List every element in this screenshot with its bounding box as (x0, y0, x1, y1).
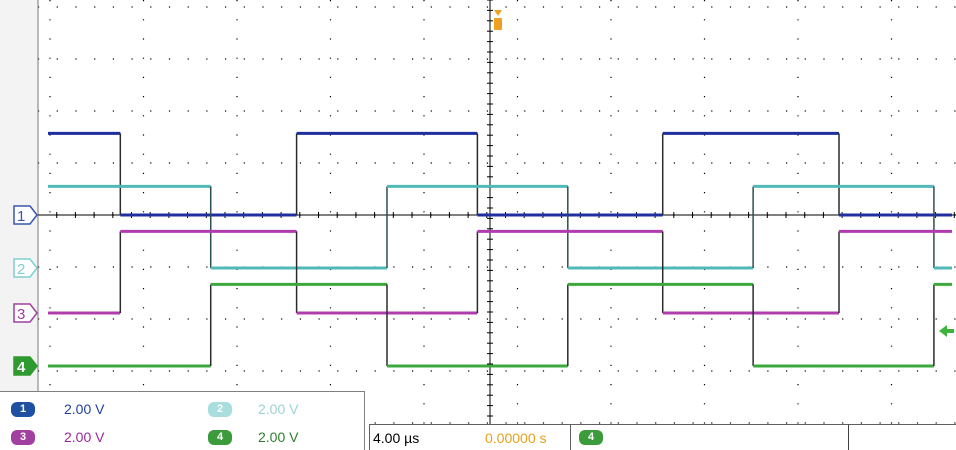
timebase-scale: 4.00 µs (373, 430, 420, 446)
channel-2-scale: 2.00 V (258, 401, 299, 417)
channel-3-badge[interactable]: 3 (11, 430, 35, 445)
status-panel (848, 424, 956, 450)
marker-label: 1 (17, 208, 25, 225)
trigger-source-badge: 4 (579, 430, 603, 445)
trigger-level-arrow[interactable] (939, 325, 954, 337)
marker-label: 4 (17, 359, 26, 376)
trigger-t-block (494, 18, 502, 30)
channel-4-badge[interactable]: 4 (208, 430, 232, 445)
marker-shape (13, 205, 38, 225)
trigger-level-arrow-shape (939, 325, 947, 337)
trigger-arrow-down (494, 10, 502, 16)
marker-label: 3 (17, 306, 25, 323)
trigger-position-marker[interactable] (494, 10, 502, 30)
channel-1-badge[interactable]: 1 (11, 402, 35, 417)
channel-scale-panel: 1 2.00 V 2 2.00 V 3 2.00 V 4 2.00 V (0, 391, 365, 450)
channel-3-marker[interactable]: 3 (13, 303, 38, 323)
channel-4-marker[interactable]: 4 (13, 356, 38, 376)
marker-shape (13, 356, 38, 376)
marker-label: 2 (17, 261, 25, 278)
marker-shape (13, 258, 38, 278)
channel-markers[interactable]: 1 2 3 4 (13, 205, 38, 376)
channel-3-scale: 2.00 V (64, 429, 105, 445)
trigger-level-stem (947, 329, 954, 333)
channel-1-marker[interactable]: 1 (13, 205, 38, 225)
channel-1-scale: 2.00 V (64, 401, 105, 417)
waveform-traces (48, 131, 952, 368)
timebase-position: 0.00000 s (485, 430, 547, 446)
plot-area (38, 0, 956, 449)
channel-2-marker[interactable]: 2 (13, 258, 38, 278)
marker-shape (13, 303, 38, 323)
channel-4-scale: 2.00 V (258, 429, 299, 445)
channel-2-badge[interactable]: 2 (208, 402, 232, 417)
timebase-panel[interactable]: 4.00 µs 0.00000 s (369, 424, 570, 450)
trigger-panel[interactable]: 4 (570, 424, 850, 450)
